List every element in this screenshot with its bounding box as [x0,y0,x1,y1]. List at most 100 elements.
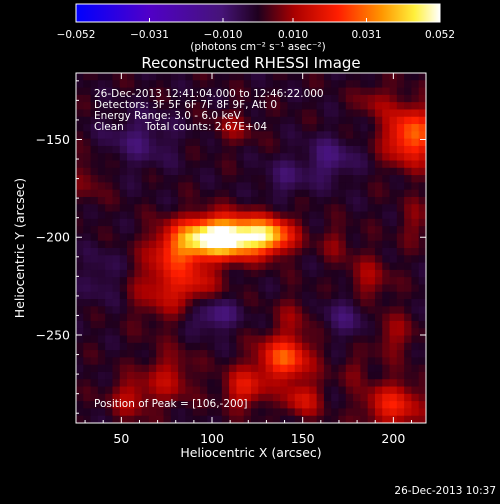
heatmap-cell [192,371,201,380]
heatmap-cell [163,182,172,191]
heatmap-cell [331,182,340,191]
heatmap-cell [163,408,172,417]
heatmap-cell [345,350,354,358]
heatmap-cell [185,226,194,235]
heatmap-cell [141,80,150,89]
heatmap-cell [236,131,245,140]
heatmap-cell [97,371,106,380]
heatmap-cell [134,189,143,198]
heatmap-cell [374,415,383,423]
heatmap-cell [323,415,332,423]
heatmap-cell [163,371,172,380]
heatmap-cell [148,255,157,264]
heatmap-cell [170,80,179,89]
heatmap-cell [76,145,84,154]
heatmap-cell [272,116,281,125]
heatmap-cell [178,393,186,402]
heatmap-cell [418,386,426,395]
heatmap-cell [229,102,238,111]
heatmap-cell [323,204,332,213]
heatmap-cell [76,379,84,388]
heatmap-cell [112,116,121,125]
heatmap-cell [338,124,347,132]
heatmap-cell [287,262,296,271]
heatmap-cell [229,211,238,220]
heatmap-cell [309,335,318,344]
heatmap-cell [309,211,318,220]
heatmap-cell [185,342,194,351]
heatmap-cell [272,204,281,213]
heatmap-cell [199,277,208,286]
heatmap-cell [360,196,369,205]
heatmap-cell [170,255,179,264]
heatmap-cell [367,299,376,307]
heatmap-cell [338,240,347,249]
heatmap-cell [112,182,121,191]
heatmap-cell [367,73,376,81]
heatmap-cell [389,284,398,293]
heatmap-cell [229,262,238,271]
heatmap-cell [229,350,238,358]
heatmap-cell [302,102,310,111]
heatmap-cell [83,167,92,176]
heatmap-cell [141,255,150,264]
heatmap-cell [83,401,92,410]
heatmap-cell [382,255,391,264]
colorbar-tick-label: 0.031 [351,29,381,41]
heatmap-cell [353,211,361,220]
heatmap-cell [251,379,259,388]
heatmap-cell [309,218,318,227]
heatmap-cell [214,342,223,351]
heatmap-cell [185,189,194,198]
heatmap-cell [236,248,245,256]
heatmap-cell [294,182,303,191]
heatmap-cell [90,284,99,293]
heatmap-cell [411,109,420,118]
heatmap-cell [302,364,310,373]
heatmap-cell [76,248,84,256]
heatmap-cell [141,240,150,249]
heatmap-cell [199,306,208,315]
heatmap-cell [207,291,216,300]
heatmap-cell [178,218,186,227]
heatmap-cell [170,269,179,278]
heatmap-cell [265,401,274,410]
heatmap-cell [112,269,121,278]
colorbar-tick-label: 0.010 [278,29,308,41]
heatmap-cell [272,87,281,96]
heatmap-cell [338,73,347,81]
heatmap-cell [178,160,186,169]
heatmap-cell [251,335,259,344]
heatmap-cell [134,182,143,191]
heatmap-cell [280,335,289,344]
annotations: 26-Dec-2013 12:41:04.000 to 12:46:22.000… [94,88,324,410]
heatmap-cell [331,262,340,271]
heatmap-cell [199,102,208,111]
heatmap-cell [119,153,128,162]
heatmap-cell [156,80,165,89]
heatmap-cell [374,357,383,366]
heatmap-cell [221,218,230,227]
heatmap-cell [251,204,259,213]
heatmap-cell [207,109,216,118]
heatmap-cell [374,73,383,81]
heatmap-cell [258,291,267,300]
heatmap-cell [83,248,92,256]
heatmap-cell [404,196,413,205]
heatmap-cell [404,160,413,169]
heatmap-cell [280,350,289,358]
heatmap-cell [389,408,398,417]
heatmap-cell [374,87,383,96]
heatmap-cell [331,364,340,373]
heatmap-cell [97,357,106,366]
heatmap-cell [258,87,267,96]
heatmap-cell [134,131,143,140]
heatmap-cell [156,189,165,198]
heatmap-cell [178,408,186,417]
heatmap-cell [360,204,369,213]
heatmap-cell [199,131,208,140]
heatmap-cell [396,218,405,227]
heatmap-cell [192,109,201,118]
heatmap-cell [272,291,281,300]
heatmap-cell [185,291,194,300]
